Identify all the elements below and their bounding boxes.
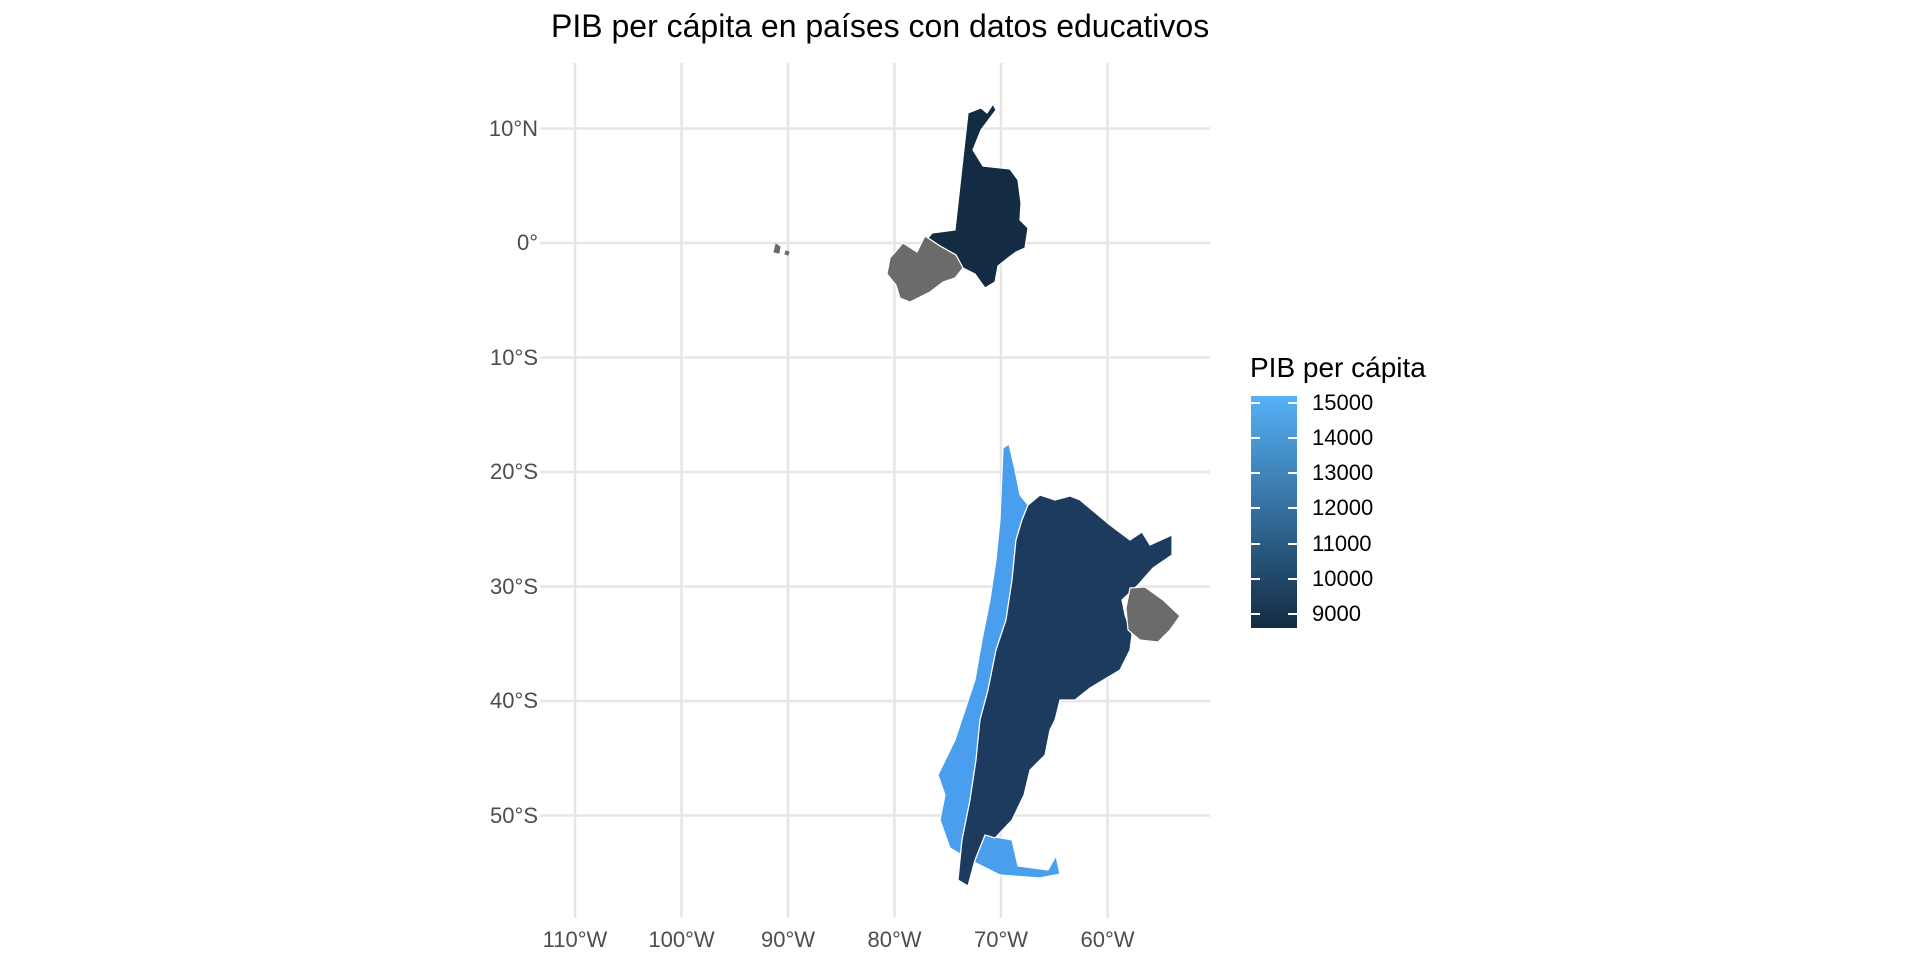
lon-tick-label: 80°W [867, 927, 922, 952]
legend-tick-label: 12000 [1312, 495, 1374, 521]
legend-title: PIB per cápita [1250, 352, 1426, 383]
legend-tick-label: 11000 [1312, 530, 1372, 556]
legend-tick-mark [1251, 507, 1260, 510]
region-argentina [957, 494, 1173, 887]
lon-tick-label: 70°W [973, 927, 1029, 952]
legend-tick-mark [1251, 472, 1260, 475]
lat-tick-label: 30°S [490, 573, 538, 599]
legend-tick-label: 15000 [1312, 390, 1374, 416]
lat-tick-label: 40°S [490, 688, 538, 713]
region-uruguay [1125, 586, 1181, 643]
legend-tick-mark [1251, 437, 1260, 440]
legend-tick-mark [1251, 542, 1260, 545]
legend-colorbar [1251, 396, 1297, 628]
lon-tick-label: 110°W [542, 927, 608, 952]
lon-tick-label: 90°W [760, 927, 816, 952]
region-colombia [916, 102, 1029, 289]
legend-tick-label: 10000 [1312, 565, 1374, 591]
lat-tick-label: 10°N [488, 115, 538, 141]
legend-tick-mark [1288, 437, 1297, 440]
lat-tick-label: 50°S [490, 802, 538, 828]
region-galapagos [773, 243, 790, 256]
legend-tick-label: 9000 [1312, 600, 1361, 626]
lat-tick-label: 10°S [490, 344, 538, 370]
legend-tick-label: 14000 [1312, 425, 1374, 451]
legend-tick-mark [1288, 402, 1297, 405]
legend-tick-mark [1251, 402, 1260, 405]
legend-tick-label: 13000 [1312, 460, 1374, 486]
lat-tick-label: 20°S [490, 459, 538, 484]
legend-tick-mark [1288, 472, 1297, 475]
lat-tick-label: 0° [516, 230, 538, 255]
legend-tick-mark [1288, 612, 1297, 615]
legend-tick-mark [1251, 612, 1260, 615]
legend-tick-mark [1288, 542, 1297, 545]
region-ecuador [886, 235, 964, 303]
graticule [540, 63, 1210, 918]
lon-tick-label: 100°W [648, 927, 715, 952]
map-title: PIB per cápita en países con datos educa… [551, 8, 1210, 44]
country-regions [773, 102, 1181, 887]
lon-tick-label: 60°W [1080, 927, 1135, 952]
legend-tick-mark [1288, 507, 1297, 510]
legend-tick-mark [1288, 577, 1297, 580]
legend-tick-mark [1251, 577, 1260, 580]
